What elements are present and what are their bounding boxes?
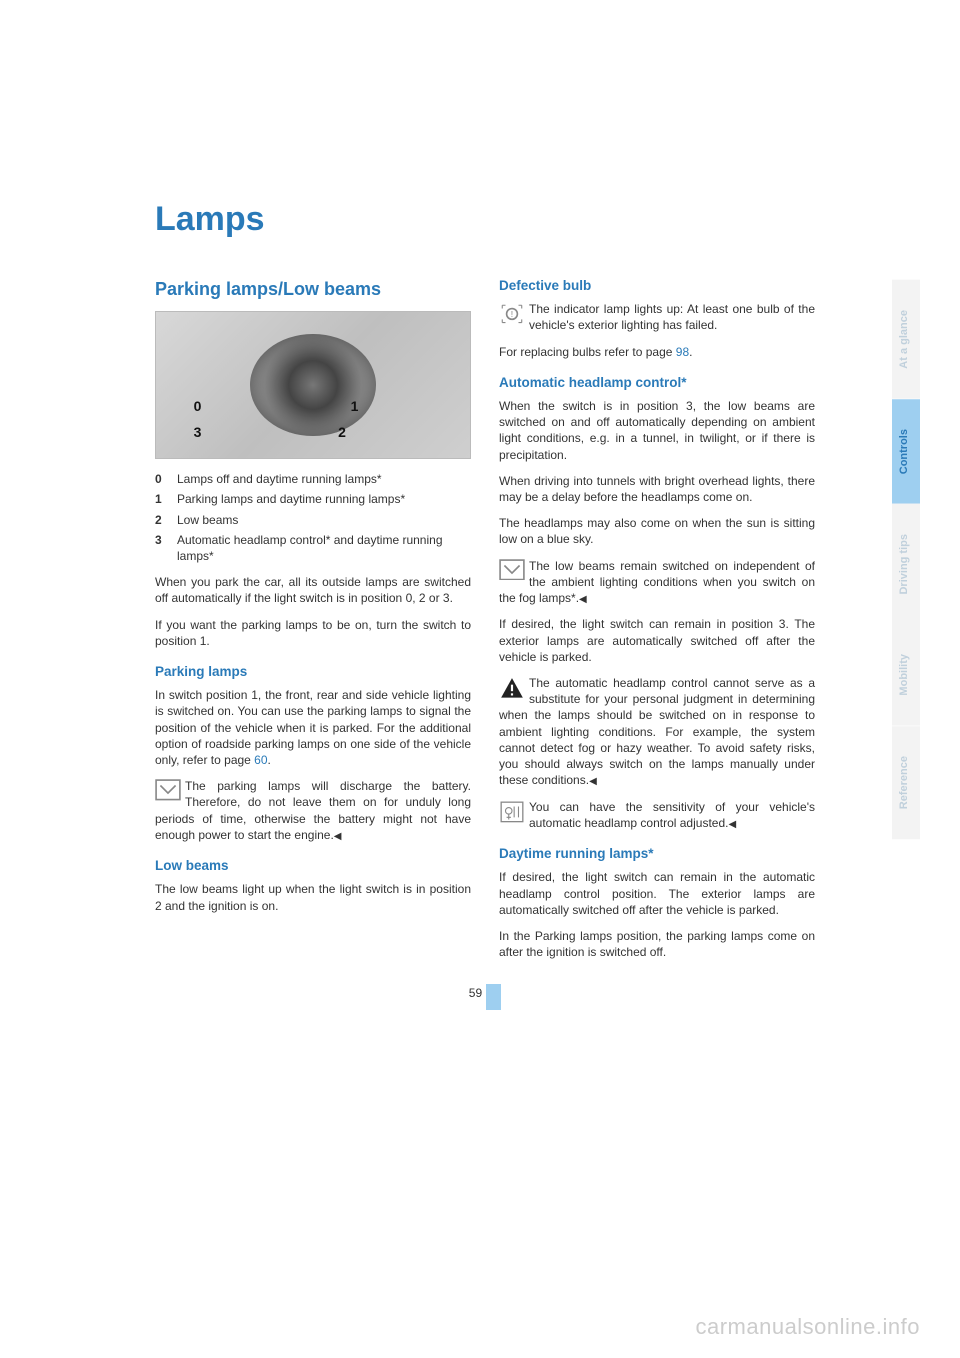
tab-driving-tips[interactable]: Driving tips xyxy=(892,504,920,625)
paragraph: When driving into tunnels with bright ov… xyxy=(499,473,815,505)
subheading-defective-bulb: Defective bulb xyxy=(499,277,815,295)
page-number-decoration xyxy=(486,984,501,1010)
tab-reference[interactable]: Reference xyxy=(892,726,920,839)
warning-block: The automatic headlamp control cannot se… xyxy=(499,675,815,789)
subheading-daytime: Daytime running lamps* xyxy=(499,845,815,863)
page-link-60[interactable]: 60 xyxy=(254,753,267,767)
dial-graphic xyxy=(250,334,376,436)
indicator-block: ! The indicator lamp lights up: At least… xyxy=(499,301,815,333)
tab-mobility[interactable]: Mobility xyxy=(892,624,920,726)
switch-position-list: 0 Lamps off and daytime running lamps* 1… xyxy=(155,471,471,564)
paragraph: If you want the parking lamps to be on, … xyxy=(155,617,471,649)
warning-icon xyxy=(499,676,525,698)
page-title: Lamps xyxy=(155,200,815,239)
text: . xyxy=(689,345,692,359)
paragraph: The low beams light up when the light sw… xyxy=(155,881,471,913)
list-item: 0 Lamps off and daytime running lamps* xyxy=(155,471,471,487)
note-icon xyxy=(155,779,181,801)
subheading-low-beams: Low beams xyxy=(155,857,471,875)
list-num: 0 xyxy=(155,471,177,487)
text: . xyxy=(268,753,271,767)
fig-label-0: 0 xyxy=(194,397,202,416)
note-text: The parking lamps will discharge the bat… xyxy=(155,779,471,842)
end-marker-icon xyxy=(589,773,597,787)
end-marker-icon xyxy=(334,828,342,842)
section-tabs: At a glance Controls Driving tips Mobili… xyxy=(892,280,920,839)
list-text: Low beams xyxy=(177,512,238,528)
list-text: Lamps off and daytime running lamps* xyxy=(177,471,382,487)
left-column: Parking lamps/Low beams 0 1 2 3 0 Lamps … xyxy=(155,277,471,970)
list-item: 3 Automatic headlamp control* and daytim… xyxy=(155,532,471,564)
page-number: 59 xyxy=(469,986,486,1000)
fig-label-1: 1 xyxy=(351,397,359,416)
paragraph: In the Parking lamps position, the parki… xyxy=(499,928,815,960)
tab-at-a-glance[interactable]: At a glance xyxy=(892,280,920,399)
bulb-indicator-icon: ! xyxy=(499,302,525,324)
page-content: Lamps Parking lamps/Low beams 0 1 2 3 0 … xyxy=(155,200,815,970)
paragraph: If desired, the light switch can remain … xyxy=(499,616,815,665)
list-text: Automatic headlamp control* and daytime … xyxy=(177,532,471,564)
end-marker-icon xyxy=(728,816,736,830)
section-heading-parking-low: Parking lamps/Low beams xyxy=(155,277,471,301)
paragraph: In switch position 1, the front, rear an… xyxy=(155,687,471,768)
subheading-auto-headlamp: Automatic headlamp control* xyxy=(499,374,815,392)
paragraph: The headlamps may also come on when the … xyxy=(499,515,815,547)
paragraph: If desired, the light switch can remain … xyxy=(499,869,815,918)
list-item: 2 Low beams xyxy=(155,512,471,528)
setting-block: You can have the sensitivity of your veh… xyxy=(499,799,815,832)
list-text: Parking lamps and daytime running lamps* xyxy=(177,491,405,507)
page-link-98[interactable]: 98 xyxy=(676,345,689,359)
paragraph: When the switch is in position 3, the lo… xyxy=(499,398,815,463)
right-column: Defective bulb ! The indicator lamp ligh… xyxy=(499,277,815,970)
paragraph: For replacing bulbs refer to page 98. xyxy=(499,344,815,360)
paragraph: When you park the car, all its outside l… xyxy=(155,574,471,606)
note-text: The low beams remain switched on indepen… xyxy=(499,559,815,605)
text: For replacing bulbs refer to page xyxy=(499,345,676,359)
svg-text:!: ! xyxy=(511,309,513,319)
list-num: 2 xyxy=(155,512,177,528)
subheading-parking-lamps: Parking lamps xyxy=(155,663,471,681)
page-number-area: 59 xyxy=(155,984,815,1010)
watermark: carmanualsonline.info xyxy=(695,1314,920,1340)
key-memory-icon xyxy=(499,800,525,822)
warning-text: The automatic headlamp control cannot se… xyxy=(499,676,815,787)
setting-text: You can have the sensitivity of your veh… xyxy=(529,800,815,830)
list-item: 1 Parking lamps and daytime running lamp… xyxy=(155,491,471,507)
note-block: The low beams remain switched on indepen… xyxy=(499,558,815,607)
text: In switch position 1, the front, rear an… xyxy=(155,688,471,767)
two-column-layout: Parking lamps/Low beams 0 1 2 3 0 Lamps … xyxy=(155,277,815,970)
light-switch-figure: 0 1 2 3 xyxy=(155,311,471,459)
fig-label-2: 2 xyxy=(338,423,346,442)
tab-controls[interactable]: Controls xyxy=(892,399,920,504)
end-marker-icon xyxy=(579,591,587,605)
note-block: The parking lamps will discharge the bat… xyxy=(155,778,471,843)
note-icon xyxy=(499,559,525,581)
indicator-text: The indicator lamp lights up: At least o… xyxy=(529,302,815,332)
list-num: 3 xyxy=(155,532,177,564)
fig-label-3: 3 xyxy=(194,423,202,442)
list-num: 1 xyxy=(155,491,177,507)
